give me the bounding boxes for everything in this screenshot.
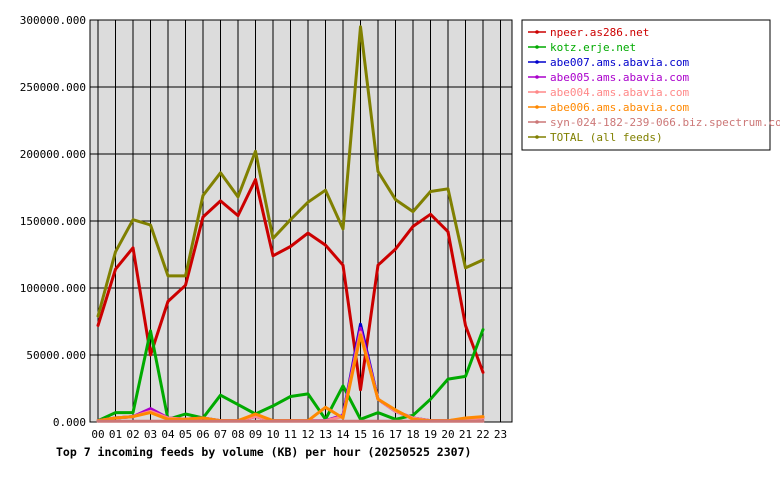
x-tick-label: 06 [196, 428, 209, 441]
x-tick-label: 23 [494, 428, 507, 441]
y-tick-label: 150000.000 [20, 215, 86, 228]
x-tick-label: 07 [214, 428, 227, 441]
y-axis-ticks: 0.000 50000.000 100000.000 150000.000 200000… [20, 14, 86, 429]
x-tick-label: 20 [441, 428, 454, 441]
x-tick-label: 08 [231, 428, 244, 441]
legend-label: abe006.ams.abavia.com [550, 101, 689, 114]
y-tick-label: 100000.000 [20, 282, 86, 295]
x-tick-label: 05 [179, 428, 192, 441]
x-tick-label: 04 [161, 428, 175, 441]
x-tick-label: 22 [476, 428, 489, 441]
legend-label: abe004.ams.abavia.com [550, 86, 689, 99]
series-line-1 [96, 328, 485, 423]
x-tick-label: 19 [424, 428, 437, 441]
x-tick-label: 17 [389, 428, 402, 441]
chart-title: Top 7 incoming feeds by volume (KB) per … [56, 445, 471, 459]
x-tick-label: 09 [249, 428, 262, 441]
x-tick-label: 21 [459, 428, 472, 441]
y-tick-label: 250000.000 [20, 81, 86, 94]
legend-label: npeer.as286.net [550, 26, 649, 39]
y-tick-label: 200000.000 [20, 148, 86, 161]
legend-marker [535, 90, 539, 94]
y-tick-label: 50000.000 [26, 349, 86, 362]
x-axis-ticks: 00 01 02 03 04 05 06 07 08 09 10 11 12 13 14 15 16 17 18 19… [91, 428, 507, 441]
legend-marker [535, 45, 539, 49]
x-tick-label: 00 [91, 428, 104, 441]
legend-marker [535, 105, 539, 109]
series-line-7 [96, 25, 485, 318]
x-tick-label: 15 [354, 428, 367, 441]
legend-marker [535, 135, 539, 139]
x-tick-label: 11 [284, 428, 297, 441]
legend: npeer.as286.net kotz.erje.net abe007.ams.a… [521, 19, 780, 151]
legend-label: abe007.ams.abavia.com [550, 56, 689, 69]
y-tick-label: 300000.000 [20, 14, 86, 27]
y-tick-label: 0.000 [53, 416, 86, 429]
x-tick-label: 10 [266, 428, 279, 441]
legend-marker [535, 60, 539, 64]
x-tick-label: 01 [109, 428, 122, 441]
legend-label: TOTAL (all feeds) [550, 131, 663, 144]
x-tick-label: 02 [126, 428, 139, 441]
x-tick-label: 16 [371, 428, 384, 441]
legend-label: syn-024-182-239-066.biz.spectrum.com [550, 116, 780, 129]
x-tick-label: 14 [336, 428, 350, 441]
legend-box [521, 19, 771, 151]
legend-label: abe005.ams.abavia.com [550, 71, 689, 84]
x-tick-label: 13 [319, 428, 332, 441]
legend-marker [535, 30, 539, 34]
series-lines [96, 25, 485, 423]
x-tick-label: 18 [406, 428, 419, 441]
x-tick-label: 03 [144, 428, 157, 441]
legend-marker [535, 120, 539, 124]
series-line-0 [96, 178, 485, 392]
legend-marker [535, 75, 539, 79]
x-tick-label: 12 [301, 428, 314, 441]
legend-label: kotz.erje.net [550, 41, 636, 54]
